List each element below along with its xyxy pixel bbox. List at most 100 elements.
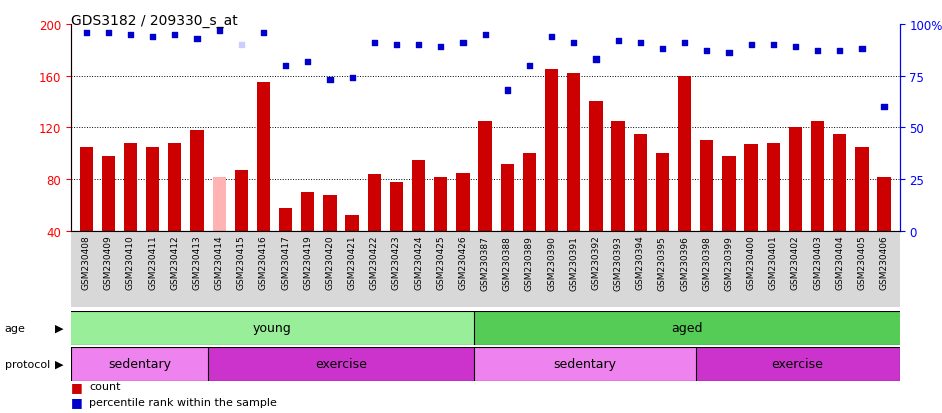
Text: age: age xyxy=(5,323,25,333)
Text: protocol: protocol xyxy=(5,359,50,369)
Bar xyxy=(146,147,159,283)
Point xyxy=(278,63,293,69)
Point xyxy=(300,59,316,65)
Bar xyxy=(634,135,647,283)
Point xyxy=(433,44,448,51)
Bar xyxy=(123,144,138,283)
Point xyxy=(322,77,337,84)
Point xyxy=(78,30,93,36)
Point xyxy=(743,42,758,49)
Point xyxy=(854,46,869,53)
Text: GSM230425: GSM230425 xyxy=(436,235,446,290)
Text: GSM230424: GSM230424 xyxy=(414,235,423,290)
Text: GSM230409: GSM230409 xyxy=(104,235,113,290)
Bar xyxy=(474,311,900,345)
Text: GSM230412: GSM230412 xyxy=(171,235,179,290)
Text: sedentary: sedentary xyxy=(108,357,171,370)
Point xyxy=(366,40,382,47)
Text: GSM230408: GSM230408 xyxy=(82,235,90,290)
Bar xyxy=(767,144,780,283)
Point xyxy=(500,88,515,94)
Text: GSM230402: GSM230402 xyxy=(791,235,800,290)
Text: GSM230390: GSM230390 xyxy=(547,235,556,290)
Point xyxy=(411,42,426,49)
Bar xyxy=(590,102,603,283)
Text: GSM230426: GSM230426 xyxy=(459,235,467,290)
Text: GSM230417: GSM230417 xyxy=(281,235,290,290)
Text: GSM230421: GSM230421 xyxy=(348,235,357,290)
Bar xyxy=(611,121,625,283)
Bar xyxy=(235,171,248,283)
Text: GSM230406: GSM230406 xyxy=(880,235,888,290)
Bar xyxy=(479,121,492,283)
Point xyxy=(256,30,271,36)
Bar xyxy=(788,128,802,283)
Bar xyxy=(523,154,536,283)
Point xyxy=(544,34,560,40)
Point xyxy=(212,28,227,34)
Text: GSM230389: GSM230389 xyxy=(525,235,534,290)
Point xyxy=(766,42,781,49)
Text: count: count xyxy=(89,381,121,391)
Point xyxy=(522,63,537,69)
Text: exercise: exercise xyxy=(771,357,823,370)
Text: GSM230401: GSM230401 xyxy=(769,235,778,290)
Point xyxy=(633,40,648,47)
Bar xyxy=(257,83,270,283)
Bar xyxy=(346,216,359,283)
Text: GSM230405: GSM230405 xyxy=(857,235,867,290)
Bar xyxy=(723,157,736,283)
Text: GSM230404: GSM230404 xyxy=(836,235,844,290)
Text: ▶: ▶ xyxy=(55,359,64,369)
Text: GSM230411: GSM230411 xyxy=(148,235,157,290)
Text: ■: ■ xyxy=(71,411,82,413)
Text: GSM230420: GSM230420 xyxy=(326,235,334,290)
Point xyxy=(234,42,249,49)
Text: GSM230395: GSM230395 xyxy=(658,235,667,290)
Text: GSM230399: GSM230399 xyxy=(724,235,734,290)
Text: GSM230393: GSM230393 xyxy=(613,235,623,290)
Text: GSM230394: GSM230394 xyxy=(636,235,644,290)
Point xyxy=(810,48,825,55)
Bar xyxy=(700,141,713,283)
Point xyxy=(168,32,183,38)
Text: GDS3182 / 209330_s_at: GDS3182 / 209330_s_at xyxy=(71,14,237,28)
Bar xyxy=(545,70,559,283)
Bar xyxy=(169,144,182,283)
Point xyxy=(389,42,404,49)
Point xyxy=(699,48,714,55)
Bar xyxy=(696,347,900,381)
Bar xyxy=(279,208,292,283)
Point xyxy=(345,75,360,82)
Bar xyxy=(208,347,474,381)
Text: percentile rank within the sample: percentile rank within the sample xyxy=(89,397,277,407)
Bar xyxy=(744,145,757,283)
Text: GSM230403: GSM230403 xyxy=(813,235,822,290)
Bar xyxy=(412,160,425,283)
Bar xyxy=(434,177,447,283)
Point xyxy=(589,57,604,63)
Text: GSM230414: GSM230414 xyxy=(215,235,223,290)
Text: GSM230392: GSM230392 xyxy=(592,235,600,290)
Text: GSM230398: GSM230398 xyxy=(703,235,711,290)
Point xyxy=(101,30,116,36)
Bar xyxy=(390,182,403,283)
Bar xyxy=(323,195,336,283)
Bar xyxy=(102,157,115,283)
Bar xyxy=(213,177,226,283)
Text: GSM230410: GSM230410 xyxy=(126,235,135,290)
Text: GSM230423: GSM230423 xyxy=(392,235,401,290)
Point xyxy=(722,50,737,57)
Point xyxy=(832,48,847,55)
Point xyxy=(610,38,625,45)
Bar xyxy=(474,347,696,381)
Point xyxy=(455,40,470,47)
Text: GSM230396: GSM230396 xyxy=(680,235,690,290)
Bar xyxy=(855,147,869,283)
Bar xyxy=(190,131,203,283)
Bar xyxy=(79,147,93,283)
Text: GSM230388: GSM230388 xyxy=(503,235,512,290)
Text: GSM230419: GSM230419 xyxy=(303,235,313,290)
Bar xyxy=(567,74,580,283)
Bar xyxy=(811,121,824,283)
